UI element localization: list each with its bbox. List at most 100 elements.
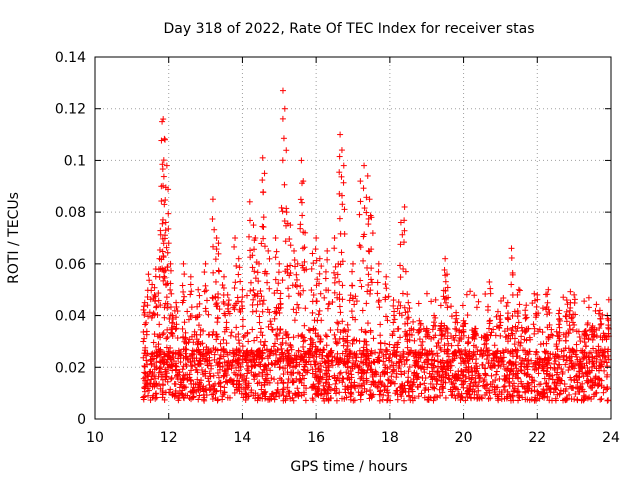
data-point bbox=[562, 313, 569, 320]
data-point bbox=[249, 326, 256, 333]
data-point bbox=[244, 292, 251, 299]
data-point bbox=[159, 248, 166, 255]
data-point bbox=[349, 268, 356, 275]
data-point bbox=[235, 271, 242, 278]
data-point bbox=[287, 242, 294, 249]
data-point bbox=[317, 360, 324, 367]
data-point bbox=[337, 131, 344, 138]
data-point bbox=[397, 334, 404, 341]
data-point bbox=[231, 243, 238, 250]
data-point bbox=[484, 307, 491, 314]
data-point bbox=[488, 372, 495, 379]
data-point bbox=[202, 260, 209, 267]
data-point bbox=[279, 87, 286, 94]
data-point bbox=[418, 390, 425, 397]
data-point bbox=[220, 345, 227, 352]
data-point bbox=[196, 392, 203, 399]
data-point bbox=[214, 319, 221, 326]
data-point bbox=[351, 397, 358, 404]
data-point bbox=[448, 392, 455, 399]
y-tick-label: 0.08 bbox=[55, 205, 86, 221]
data-point bbox=[383, 285, 390, 292]
data-point bbox=[321, 294, 328, 301]
data-point bbox=[402, 320, 409, 327]
data-point bbox=[245, 338, 252, 345]
data-point bbox=[565, 367, 572, 374]
data-point bbox=[141, 335, 148, 342]
data-point bbox=[361, 162, 368, 169]
data-point bbox=[215, 294, 222, 301]
data-point bbox=[487, 290, 494, 297]
data-point bbox=[205, 311, 212, 318]
data-point bbox=[197, 331, 204, 338]
data-point bbox=[181, 271, 188, 278]
data-point bbox=[220, 336, 227, 343]
data-point bbox=[184, 308, 191, 315]
data-point bbox=[356, 211, 363, 218]
y-tick-label: 0.02 bbox=[55, 360, 86, 376]
data-point bbox=[253, 334, 260, 341]
data-point bbox=[161, 273, 168, 280]
data-point bbox=[563, 318, 570, 325]
data-point bbox=[564, 301, 571, 308]
data-point bbox=[467, 288, 474, 295]
data-point bbox=[560, 294, 567, 301]
data-point bbox=[531, 325, 538, 332]
data-point bbox=[462, 347, 469, 354]
data-point bbox=[293, 276, 300, 283]
data-point bbox=[271, 376, 278, 383]
data-point bbox=[473, 304, 480, 311]
data-point bbox=[357, 178, 364, 185]
data-point bbox=[555, 310, 562, 317]
data-point bbox=[494, 347, 501, 354]
data-point bbox=[416, 317, 423, 324]
data-point bbox=[239, 323, 246, 330]
data-point bbox=[173, 363, 180, 370]
data-point bbox=[544, 299, 551, 306]
data-point bbox=[246, 217, 253, 224]
data-point bbox=[277, 290, 284, 297]
data-point bbox=[272, 235, 279, 241]
data-point bbox=[162, 136, 169, 143]
data-point bbox=[415, 393, 422, 400]
data-point bbox=[290, 306, 297, 313]
data-point bbox=[224, 291, 231, 298]
data-point bbox=[374, 279, 381, 286]
data-point bbox=[269, 327, 276, 334]
data-point bbox=[187, 291, 194, 298]
data-point bbox=[279, 208, 286, 215]
data-point bbox=[367, 366, 374, 373]
data-point bbox=[298, 333, 305, 340]
data-point bbox=[576, 333, 583, 340]
data-point bbox=[405, 393, 412, 400]
data-point bbox=[349, 282, 356, 289]
data-point bbox=[339, 296, 346, 303]
data-point bbox=[210, 269, 217, 276]
data-point bbox=[339, 379, 346, 386]
data-point bbox=[562, 337, 569, 344]
data-point bbox=[290, 334, 297, 341]
x-tick-label: 10 bbox=[86, 430, 104, 446]
data-point bbox=[259, 308, 266, 315]
data-point bbox=[268, 326, 275, 333]
data-point bbox=[384, 397, 391, 404]
data-point bbox=[162, 227, 169, 234]
data-point bbox=[551, 360, 558, 367]
data-point bbox=[397, 274, 404, 281]
data-point bbox=[491, 342, 498, 349]
data-point bbox=[391, 316, 398, 323]
data-point bbox=[161, 274, 168, 281]
data-point bbox=[393, 374, 400, 381]
data-point bbox=[158, 198, 165, 205]
data-point bbox=[336, 278, 343, 285]
data-point bbox=[262, 338, 269, 345]
data-point bbox=[266, 255, 273, 262]
data-point bbox=[148, 287, 155, 294]
data-point bbox=[301, 337, 308, 344]
data-point bbox=[235, 255, 242, 262]
data-point bbox=[276, 260, 283, 267]
data-point bbox=[297, 196, 304, 203]
data-points bbox=[140, 87, 612, 404]
data-point bbox=[389, 331, 396, 338]
